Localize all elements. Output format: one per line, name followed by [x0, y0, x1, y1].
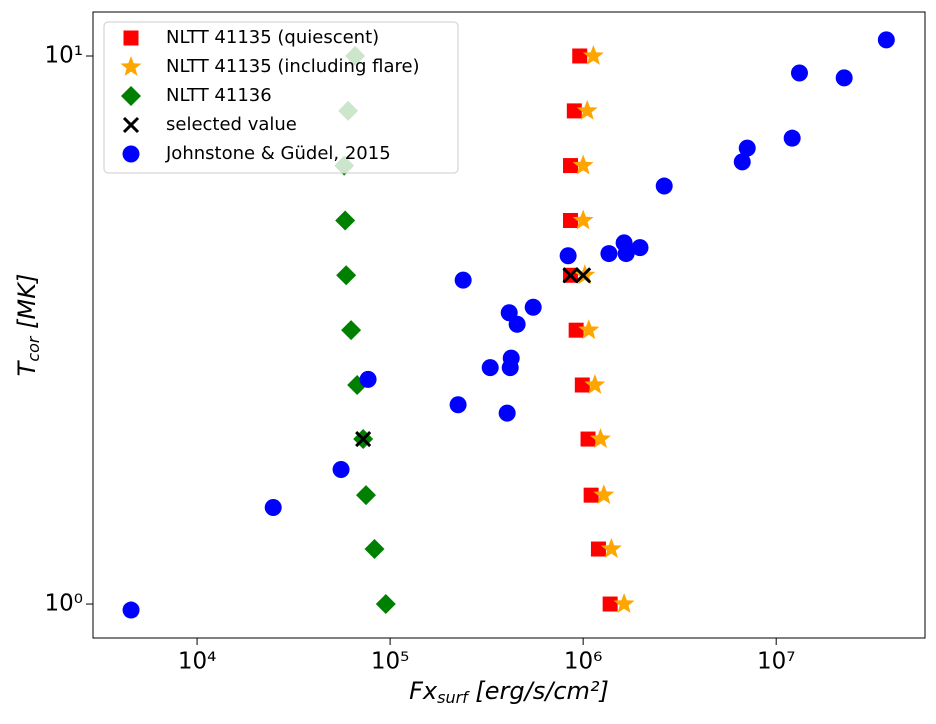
marker-diamond — [336, 265, 357, 286]
marker-circle — [738, 139, 756, 157]
marker-diamond — [341, 320, 362, 341]
marker-circle — [783, 129, 801, 147]
marker-circle — [481, 359, 499, 377]
marker-square — [563, 212, 579, 228]
marker-diamond — [355, 485, 376, 506]
marker-diamond — [364, 539, 385, 560]
marker-square — [583, 487, 599, 503]
legend: NLTT 41135 (quiescent) NLTT 41135 (includ… — [103, 21, 459, 174]
marker-circle — [508, 315, 526, 333]
marker-star — [582, 45, 604, 65]
marker-square — [580, 431, 596, 447]
y-tick-label: 10¹ — [45, 42, 84, 68]
marker-star — [578, 319, 600, 340]
legend-label: NLTT 41135 (including flare) — [166, 56, 420, 77]
plot-frame — [92, 11, 926, 639]
marker-circle — [264, 499, 282, 517]
marker-diamond — [121, 86, 141, 106]
marker-square — [602, 596, 618, 612]
marker-star — [572, 154, 594, 175]
marker-circle — [122, 145, 140, 163]
y-label-sub: cor — [24, 335, 43, 362]
marker-circle — [498, 404, 516, 422]
marker-circle — [733, 153, 751, 171]
legend-label: selected value — [166, 114, 297, 135]
marker-circle — [877, 31, 895, 49]
marker-star — [584, 374, 606, 394]
marker-circle — [600, 245, 618, 263]
marker-square — [590, 541, 606, 557]
marker-star — [576, 99, 598, 120]
marker-star — [613, 593, 635, 613]
marker-star — [600, 538, 622, 558]
legend-label: NLTT 41136 — [166, 85, 272, 106]
marker-circle — [559, 247, 577, 265]
x-tick-label: 10⁶ — [564, 649, 603, 675]
x-tick-label: 10⁷ — [757, 649, 796, 675]
marker-circle — [790, 64, 808, 82]
y-axis-label: Tcor [MK] — [13, 274, 43, 377]
x-label-rest: [erg/s/cm²] — [468, 677, 609, 705]
x-label-main: Fx — [409, 677, 438, 705]
x-axis-label: Fxsurf [erg/s/cm²] — [409, 677, 609, 707]
y-label-rest: [MK] — [13, 274, 41, 337]
x-tick-label: 10⁴ — [178, 649, 217, 675]
marker-square — [572, 48, 588, 64]
marker-square — [123, 30, 139, 46]
marker-circle — [655, 177, 673, 195]
marker-diamond — [335, 210, 356, 231]
marker-circle — [454, 271, 472, 289]
y-tick-label: 10⁰ — [45, 591, 84, 617]
marker-circle — [617, 245, 635, 263]
marker-star — [572, 209, 594, 230]
marker-star — [593, 484, 615, 505]
marker-square — [563, 158, 579, 174]
marker-x — [575, 267, 592, 284]
legend-box — [103, 21, 459, 174]
marker-circle — [332, 460, 350, 478]
marker-circle — [449, 396, 467, 414]
legend-label: NLTT 41135 (quiescent) — [166, 27, 379, 48]
marker-diamond — [375, 594, 396, 615]
marker-circle — [631, 239, 649, 257]
marker-x — [562, 267, 579, 284]
marker-circle — [122, 601, 140, 619]
marker-square — [568, 322, 584, 338]
marker-x — [122, 116, 140, 134]
marker-square — [574, 377, 590, 393]
marker-star — [590, 428, 611, 448]
x-label-sub: surf — [437, 688, 470, 707]
marker-circle — [502, 349, 520, 367]
marker-circle — [359, 370, 377, 388]
marker-circle — [524, 298, 542, 316]
marker-circle — [835, 69, 853, 87]
legend-label: Johnstone & Güdel, 2015 — [165, 143, 391, 164]
marker-square — [566, 103, 582, 119]
marker-x — [355, 430, 372, 448]
y-label-main: T — [13, 359, 41, 376]
x-tick-label: 10⁵ — [371, 649, 410, 675]
marker-star — [120, 56, 142, 76]
